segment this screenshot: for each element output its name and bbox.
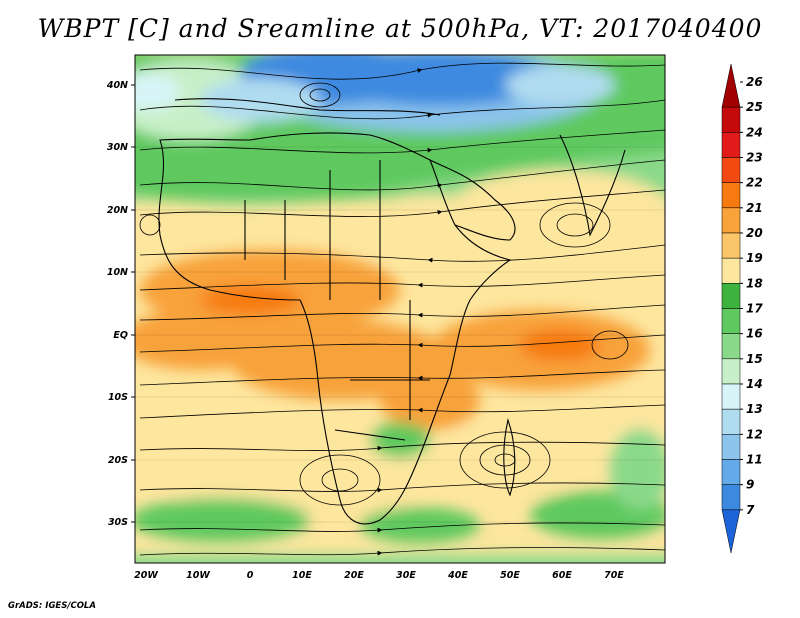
lat-label: 10N: [107, 267, 128, 278]
colorbar-swatch: [721, 333, 741, 360]
streamlines: [139, 62, 665, 556]
colorbar-swatch: [721, 157, 741, 183]
colorbar: 26 25 24 23 22 21 20 19 18 17 16 15 14 13 12 11 9 7: [721, 63, 763, 554]
colorbar-swatch: [721, 283, 741, 309]
wbpt-field: [135, 55, 665, 563]
lon-label: 60E: [552, 570, 572, 581]
colorbar-swatch: [721, 383, 741, 410]
colorbar-label: 26: [746, 75, 763, 89]
colorbar-label: 14: [746, 377, 763, 391]
colorbar-label: 17: [746, 302, 763, 316]
footer-credit: GrADS: IGES/COLA: [8, 601, 96, 611]
colorbar-label: 11: [746, 453, 763, 467]
colorbar-swatch: [721, 434, 741, 460]
colorbar-swatch: [721, 484, 741, 511]
colorbar-label: 24: [746, 125, 763, 139]
lat-label: 10S: [108, 392, 128, 403]
map-title: WBPT [C] and Sreamline at 500hPa, VT: 20…: [37, 14, 763, 43]
colorbar-label: 23: [746, 151, 763, 165]
colorbar-label: 7: [746, 503, 755, 517]
lon-label: 0: [247, 570, 254, 581]
colorbar-label: 9: [746, 478, 754, 492]
lon-label: 50E: [500, 570, 520, 581]
lon-label: 20E: [344, 570, 364, 581]
colorbar-label: 25: [746, 100, 763, 114]
lat-label: 20S: [108, 455, 128, 466]
coastlines: [158, 98, 626, 525]
colorbar-swatch: [721, 308, 741, 334]
lat-label: 30S: [108, 517, 128, 528]
colorbar-label: 15: [746, 352, 763, 366]
colorbar-swatch: [721, 132, 741, 158]
lat-label: 20N: [107, 205, 128, 216]
colorbar-swatch: [721, 408, 741, 435]
colorbar-label: 16: [746, 327, 763, 341]
colorbar-label: 13: [746, 402, 763, 416]
lon-label: 40E: [447, 570, 468, 581]
colorbar-label: 20: [746, 226, 763, 240]
lon-axis: 20W 10W 0 10E 20E 30E 40E 50E 60E 70E: [134, 570, 624, 581]
colorbar-swatch: [721, 106, 741, 133]
colorbar-swatch: [721, 63, 741, 108]
colorbar-swatch: [721, 232, 741, 259]
map-frame: [134, 54, 666, 564]
lon-label: 10W: [186, 570, 210, 581]
colorbar-label: 21: [746, 201, 763, 215]
lon-label: 10E: [292, 570, 312, 581]
lat-axis: 40N 30N 20N 10N EQ 10S 20S 30S: [106, 80, 135, 528]
colorbar-swatch: [721, 207, 741, 234]
lon-label: 20W: [134, 570, 158, 581]
colorbar-label: 22: [746, 176, 763, 190]
map-grid: [135, 146, 665, 523]
colorbar-swatch: [721, 459, 741, 485]
colorbar-label: 12: [746, 427, 763, 441]
colorbar-swatch: [721, 182, 741, 209]
colorbar-swatch: [721, 257, 741, 284]
colorbar-label: 19: [746, 251, 763, 265]
lat-label: 30N: [107, 142, 128, 153]
colorbar-label: 18: [746, 276, 763, 290]
lon-label: 70E: [604, 570, 624, 581]
lat-label: EQ: [113, 330, 128, 341]
colorbar-swatch: [721, 509, 741, 554]
lon-label: 30E: [396, 570, 416, 581]
colorbar-swatch: [721, 358, 741, 385]
lat-label: 40N: [106, 80, 128, 91]
